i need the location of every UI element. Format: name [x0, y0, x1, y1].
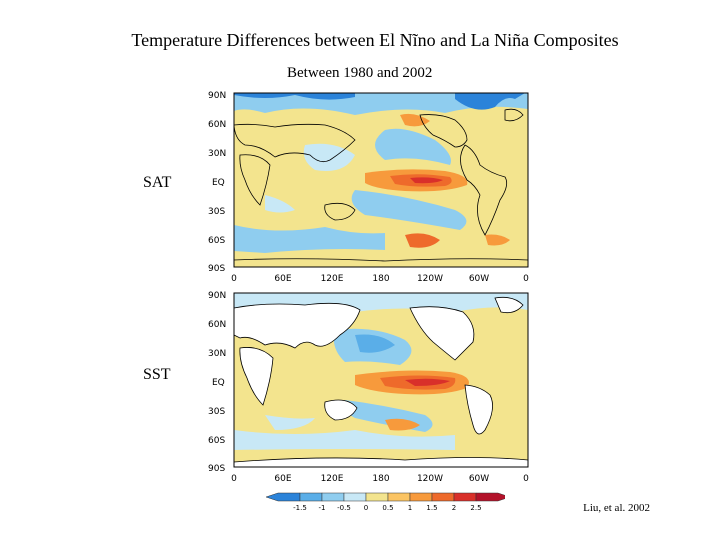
sst-landmasses: [234, 296, 528, 467]
sat-lat-axis: 90N 60N 30N EQ 30S 60S 90S: [208, 91, 226, 274]
colorbar-tick-label: -0.5: [337, 504, 351, 512]
colorbar-swatch: [321, 492, 345, 502]
sat-lon-axis: 0 60E 120E 180 120W 60W 0: [231, 274, 529, 284]
sst-southern-cool: [234, 430, 455, 450]
sst-map-frame: [233, 292, 529, 468]
sat-lat-tick: 90N: [208, 91, 226, 101]
colorbar-swatch: [475, 492, 505, 502]
page-subtitle: Between 1980 and 2002: [287, 65, 433, 81]
colorbar-tick-label: 1: [408, 504, 412, 512]
colorbar-tick-label: 0.5: [382, 504, 393, 512]
sst-lat-tick: EQ: [212, 378, 225, 388]
colorbar: -1.5 -1 -0.5 0 0.5 1 1.5 2 2.5: [265, 492, 505, 512]
sat-southern-warm: [405, 233, 440, 248]
sst-lat-tick: 90N: [208, 291, 226, 301]
colorbar-tick-label: -1.5: [293, 504, 307, 512]
sst-map: 90N 60N 30N EQ 30S 60S 90S 0 60E 120E 18…: [208, 291, 529, 484]
sat-coastlines: [234, 108, 528, 262]
colorbar-tick-label: 2: [452, 504, 456, 512]
sst-lon-tick: 60W: [469, 474, 489, 484]
sat-lat-tick: 90S: [208, 264, 225, 274]
sst-enso-core: [405, 378, 450, 386]
citation-credit: Liu, et al. 2002: [583, 502, 650, 514]
sat-lon-tick: 120E: [321, 274, 344, 284]
sat-lon-tick: 60E: [274, 274, 291, 284]
colorbar-tick-label: 0: [364, 504, 368, 512]
sat-lat-tick: 60N: [208, 120, 226, 130]
sst-lon-tick: 180: [372, 474, 389, 484]
colorbar-swatch: [365, 492, 389, 502]
sst-npacific-strong-cool: [355, 334, 395, 353]
colorbar-swatch: [265, 492, 301, 502]
colorbar-swatch: [387, 492, 411, 502]
sat-map-frame: [233, 92, 529, 268]
sst-lon-tick: 0: [523, 474, 529, 484]
sat-arctic-cool: [234, 93, 528, 115]
sat-greenland-cool: [455, 93, 525, 110]
sat-spacific-cool: [351, 190, 467, 230]
colorbar-swatch: [299, 492, 323, 502]
australia: [324, 399, 358, 421]
sat-lat-tick: EQ: [212, 178, 225, 188]
sst-lat-tick: 90S: [208, 464, 225, 474]
colorbar-swatch: [431, 492, 455, 502]
sst-lat-tick: 30S: [208, 407, 225, 417]
sst-indian-cool: [265, 415, 315, 430]
sst-lon-tick: 0: [231, 474, 237, 484]
north-america: [409, 306, 475, 361]
sst-lat-axis: 90N 60N 30N EQ 30S 60S 90S: [208, 291, 226, 474]
sat-lon-tick: 60W: [469, 274, 489, 284]
colorbar-labels: -1.5 -1 -0.5 0 0.5 1 1.5 2 2.5: [293, 504, 481, 512]
colorbar-swatch: [409, 492, 433, 502]
sst-lon-tick: 120W: [417, 474, 443, 484]
sst-south-warm: [385, 418, 420, 431]
south-america: [464, 384, 493, 435]
antarctica: [234, 457, 528, 467]
sst-lon-tick: 120E: [321, 474, 344, 484]
africa: [239, 347, 274, 406]
sat-enso-core: [410, 177, 443, 184]
sat-lon-tick: 0: [523, 274, 529, 284]
page-title: Temperature Differences between El Nĩno…: [131, 30, 619, 50]
eurasia: [234, 302, 361, 349]
sat-lat-tick: 60S: [208, 236, 225, 246]
sat-sw-atlantic-warm: [485, 234, 510, 246]
sat-antarctic-band: [234, 261, 528, 267]
colorbar-tick-label: 2.5: [470, 504, 481, 512]
sst-lon-tick: 60E: [274, 474, 291, 484]
sst-lat-tick: 60S: [208, 436, 225, 446]
sst-lat-tick: 60N: [208, 320, 226, 330]
colorbar-swatch: [453, 492, 477, 502]
sat-npacific-cool: [375, 128, 451, 165]
sat-indian-cool: [265, 195, 295, 213]
colorbar-swatch: [343, 492, 367, 502]
colorbar-swatches: [265, 492, 505, 502]
sst-lon-axis: 0 60E 120E 180 120W 60W 0: [231, 474, 529, 484]
sat-lon-tick: 120W: [417, 274, 443, 284]
colorbar-tick-label: -1: [319, 504, 326, 512]
sst-lat-tick: 30N: [208, 349, 226, 359]
sat-wpacific-cool: [303, 143, 355, 171]
greenland: [494, 296, 524, 314]
sat-map: 90N 60N 30N EQ 30S 60S 90S 0 60E 120E 18…: [208, 91, 529, 284]
sat-lon-tick: 0: [231, 274, 237, 284]
sat-lat-tick: 30N: [208, 149, 226, 159]
colorbar-tick-label: 1.5: [426, 504, 437, 512]
sat-lat-tick: 30S: [208, 207, 225, 217]
sat-alaska-warm: [400, 113, 430, 127]
sat-southern-cool: [234, 225, 385, 253]
sat-panel-label: SAT: [143, 174, 172, 191]
sat-arctic-strong-cool: [234, 93, 355, 100]
sst-panel-label: SST: [143, 366, 171, 383]
sat-lon-tick: 180: [372, 274, 389, 284]
